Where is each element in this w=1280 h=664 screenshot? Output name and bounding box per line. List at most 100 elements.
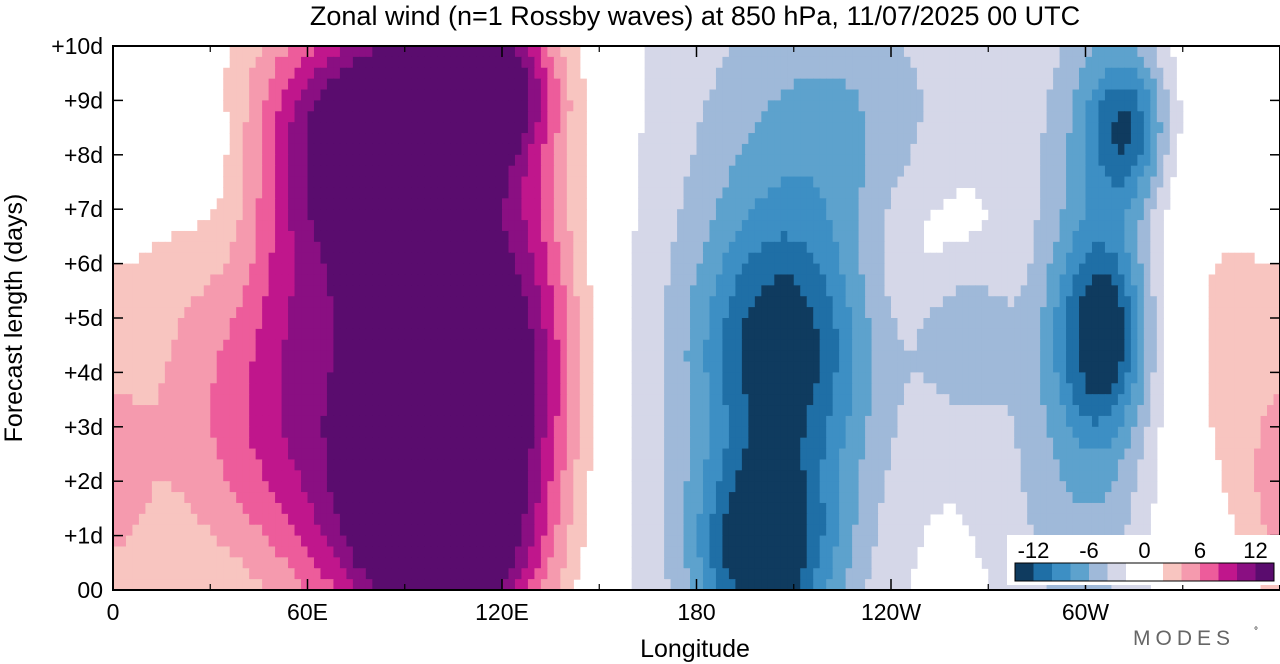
heatmap-cell	[346, 78, 354, 91]
heatmap-cell	[1066, 285, 1074, 297]
heatmap-cell	[158, 394, 166, 406]
heatmap-cell	[229, 187, 237, 199]
heatmap-cell	[800, 318, 808, 330]
heatmap-cell	[378, 252, 386, 265]
heatmap-cell	[171, 372, 179, 384]
heatmap-cell	[1111, 318, 1119, 330]
heatmap-cell	[1079, 133, 1087, 145]
heatmap-cell	[968, 350, 976, 363]
heatmap-cell	[1059, 154, 1067, 167]
heatmap-cell	[767, 372, 775, 384]
heatmap-cell	[443, 285, 451, 297]
heatmap-cell	[787, 89, 795, 101]
heatmap-cell	[871, 394, 879, 406]
heatmap-cell	[1221, 350, 1229, 363]
heatmap-cell	[631, 339, 639, 352]
heatmap-cell	[579, 252, 587, 265]
heatmap-cell	[1273, 383, 1280, 395]
heatmap-cell	[1143, 307, 1151, 319]
heatmap-cell	[916, 241, 925, 254]
heatmap-cell	[767, 46, 775, 58]
heatmap-cell	[1208, 285, 1216, 297]
heatmap-cell	[249, 78, 257, 91]
heatmap-cell	[424, 307, 432, 319]
heatmap-cell	[203, 252, 211, 265]
heatmap-cell	[223, 296, 231, 308]
heatmap-cell	[203, 339, 211, 352]
heatmap-cell	[138, 285, 147, 297]
heatmap-cell	[761, 285, 769, 297]
heatmap-cell	[748, 67, 756, 80]
heatmap-cell	[1027, 133, 1035, 145]
heatmap-cell	[800, 361, 808, 373]
heatmap-cell	[489, 187, 497, 199]
heatmap-cell	[268, 100, 276, 112]
heatmap-cell	[852, 56, 860, 69]
heatmap-cell	[800, 328, 808, 341]
heatmap-cell	[553, 383, 561, 395]
heatmap-cell	[573, 339, 581, 352]
heatmap-cell	[1085, 241, 1093, 254]
heatmap-cell	[514, 198, 523, 210]
heatmap-cell	[839, 122, 847, 134]
heatmap-cell	[916, 230, 925, 243]
heatmap-cell	[962, 56, 970, 69]
heatmap-cell	[644, 100, 652, 112]
heatmap-cell	[871, 241, 879, 254]
heatmap-cell	[1241, 361, 1249, 373]
heatmap-cell	[845, 67, 853, 80]
heatmap-cell	[936, 46, 944, 58]
heatmap-cell	[502, 176, 510, 189]
heatmap-cell	[489, 274, 497, 286]
heatmap-cell	[852, 100, 860, 112]
heatmap-cell	[754, 100, 762, 112]
heatmap-cell	[916, 165, 925, 178]
heatmap-cell	[184, 350, 192, 363]
heatmap-cell	[456, 339, 464, 352]
heatmap-cell	[553, 143, 561, 156]
heatmap-cell	[865, 230, 873, 243]
heatmap-cell	[534, 328, 542, 341]
heatmap-cell	[865, 89, 873, 101]
heatmap-cell	[378, 339, 386, 352]
heatmap-cell	[514, 122, 523, 134]
heatmap-cell	[916, 307, 925, 319]
heatmap-cell	[955, 100, 963, 112]
heatmap-cell	[164, 241, 172, 254]
heatmap-cell	[573, 100, 581, 112]
heatmap-cell	[275, 187, 283, 199]
heatmap-cell	[424, 100, 432, 112]
heatmap-cell	[359, 220, 367, 232]
heatmap-cell	[1053, 143, 1061, 156]
heatmap-cell	[968, 383, 976, 395]
heatmap-cell	[586, 361, 594, 373]
heatmap-cell	[411, 176, 419, 189]
heatmap-cell	[113, 361, 121, 373]
heatmap-cell	[1137, 383, 1145, 395]
heatmap-cell	[365, 405, 373, 417]
heatmap-cell	[664, 67, 672, 80]
heatmap-cell	[249, 405, 257, 417]
heatmap-cell	[910, 165, 918, 178]
heatmap-cell	[988, 230, 996, 243]
heatmap-cell	[385, 154, 393, 167]
heatmap-cell	[780, 100, 788, 112]
heatmap-cell	[1124, 122, 1132, 134]
heatmap-cell	[916, 133, 925, 145]
heatmap-cell	[411, 339, 419, 352]
heatmap-cell	[372, 274, 380, 286]
heatmap-cell	[313, 78, 322, 91]
heatmap-cell	[566, 122, 574, 134]
heatmap-cell	[839, 111, 847, 123]
heatmap-cell	[320, 274, 328, 286]
heatmap-cell	[715, 111, 724, 123]
heatmap-cell	[378, 350, 386, 363]
heatmap-cell	[683, 339, 691, 352]
heatmap-cell	[443, 372, 451, 384]
heatmap-cell	[469, 67, 477, 80]
heatmap-cell	[534, 372, 542, 384]
heatmap-cell	[158, 405, 166, 417]
heatmap-cell	[657, 198, 665, 210]
heatmap-cell	[748, 220, 756, 232]
heatmap-cell	[495, 405, 503, 417]
